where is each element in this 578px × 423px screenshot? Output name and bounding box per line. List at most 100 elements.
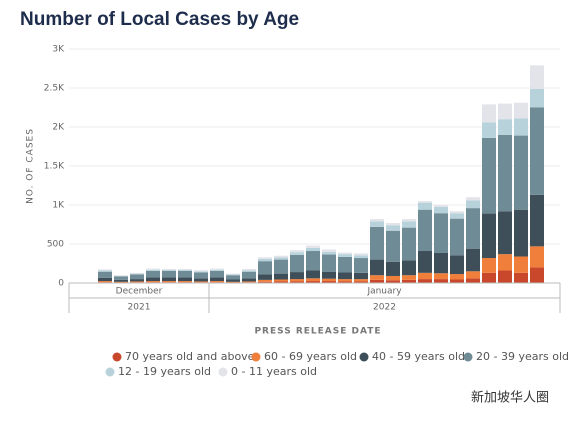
bar-segment <box>274 257 288 260</box>
chart-title: Number of Local Cases by Age <box>20 9 299 30</box>
bar-segment <box>130 274 144 280</box>
bar-segment <box>530 107 544 195</box>
bar-segment <box>370 226 384 260</box>
legend-marker <box>218 367 228 377</box>
bar-segment <box>338 279 352 282</box>
bar-segment <box>514 118 528 136</box>
bar-segment <box>450 279 464 283</box>
bar-segment <box>514 102 528 119</box>
bar-segment <box>498 270 512 283</box>
bar-segment <box>498 254 512 271</box>
bar-segment <box>258 274 272 280</box>
legend-label: 0 - 11 years old <box>231 365 317 378</box>
bar-segment <box>354 279 368 282</box>
bar-segment <box>434 252 448 274</box>
bar-segment <box>386 261 400 276</box>
bar-segment <box>466 248 480 272</box>
y-tick-label: 500 <box>47 240 64 250</box>
bar-segment <box>306 245 320 248</box>
legend-label: 70 years old and above <box>125 350 255 363</box>
bar-segment <box>162 268 176 270</box>
bar-segment <box>338 281 352 283</box>
bar-segment <box>178 277 192 282</box>
y-tick-label: 0 <box>58 279 64 289</box>
bar-segment <box>514 209 528 257</box>
bar-segment <box>242 278 256 282</box>
bar-segment <box>418 202 432 210</box>
bar-segment <box>466 208 480 249</box>
bar-segment <box>114 281 128 283</box>
bar-segment <box>258 261 272 275</box>
x-axis-label: PRESS RELEASE DATE <box>254 327 381 337</box>
legend-marker <box>251 352 261 362</box>
bar-segment <box>450 274 464 280</box>
bar-segment <box>434 205 448 207</box>
legend-label: 12 - 19 years old <box>118 365 211 378</box>
bar-segment <box>146 268 160 270</box>
bar-segment <box>338 272 352 280</box>
y-axis-label: NO. OF CASES <box>26 128 36 204</box>
bar-segment <box>434 279 448 283</box>
bar-segment <box>242 268 256 271</box>
bar-segment <box>370 259 384 276</box>
y-tick-label: 2K <box>52 123 65 133</box>
x-group-label: December <box>116 287 163 297</box>
bar-segment <box>322 249 336 252</box>
bar-segment <box>370 279 384 283</box>
bar-segment <box>210 269 224 271</box>
bar-segment <box>322 278 336 282</box>
bar-segment <box>178 268 192 270</box>
bar-segment <box>194 270 208 272</box>
bar-segment <box>226 274 240 276</box>
bar-segment <box>370 219 384 222</box>
bar-segment <box>418 251 432 273</box>
bar-segment <box>194 281 208 283</box>
legend-label: 20 - 39 years old <box>476 350 569 363</box>
bar-segment <box>322 251 336 255</box>
bar-segment <box>114 279 128 282</box>
bar-segment <box>226 273 240 275</box>
bar-segment <box>466 200 480 209</box>
bar-segment <box>482 122 496 138</box>
bar-segment <box>274 279 288 282</box>
bar-segment <box>418 272 432 280</box>
bar-segment <box>178 281 192 283</box>
bar-segment <box>162 281 176 283</box>
bar-segment <box>402 260 416 276</box>
bar-segment <box>162 270 176 278</box>
y-tick-label: 1K <box>52 201 65 211</box>
bar-segment <box>498 119 512 135</box>
bar-segment <box>210 277 224 282</box>
bar-segment <box>450 213 464 219</box>
bar-segment <box>146 281 160 283</box>
bar-segment <box>450 211 464 214</box>
legend-marker <box>112 352 122 362</box>
bar-segment <box>482 137 496 214</box>
bar-segment <box>402 227 416 261</box>
bar-segment <box>98 270 112 272</box>
bar-segment <box>306 270 320 279</box>
legend-label: 60 - 69 years old <box>264 350 357 363</box>
bar-segment <box>354 258 368 273</box>
bar-segment <box>530 246 544 268</box>
bar-segment <box>274 273 288 280</box>
bar-segment <box>226 275 240 280</box>
bar-segment <box>130 279 144 282</box>
bar-segment <box>530 65 544 89</box>
y-tick-label: 2.5K <box>44 84 65 94</box>
watermark: 新加坡华人圈 <box>471 390 549 406</box>
bar-segment <box>114 275 128 276</box>
bar-segment <box>418 209 432 252</box>
bar-segment <box>354 281 368 283</box>
bar-segment <box>434 213 448 253</box>
bar-segment <box>322 254 336 272</box>
bar-segment <box>450 255 464 275</box>
bar-segment <box>162 277 176 282</box>
legend-marker <box>105 367 115 377</box>
bar-segment <box>370 221 384 227</box>
bar-segment <box>386 275 400 281</box>
bar-segment <box>130 272 144 274</box>
bar-segment <box>466 271 480 279</box>
bar-segment <box>530 194 544 247</box>
